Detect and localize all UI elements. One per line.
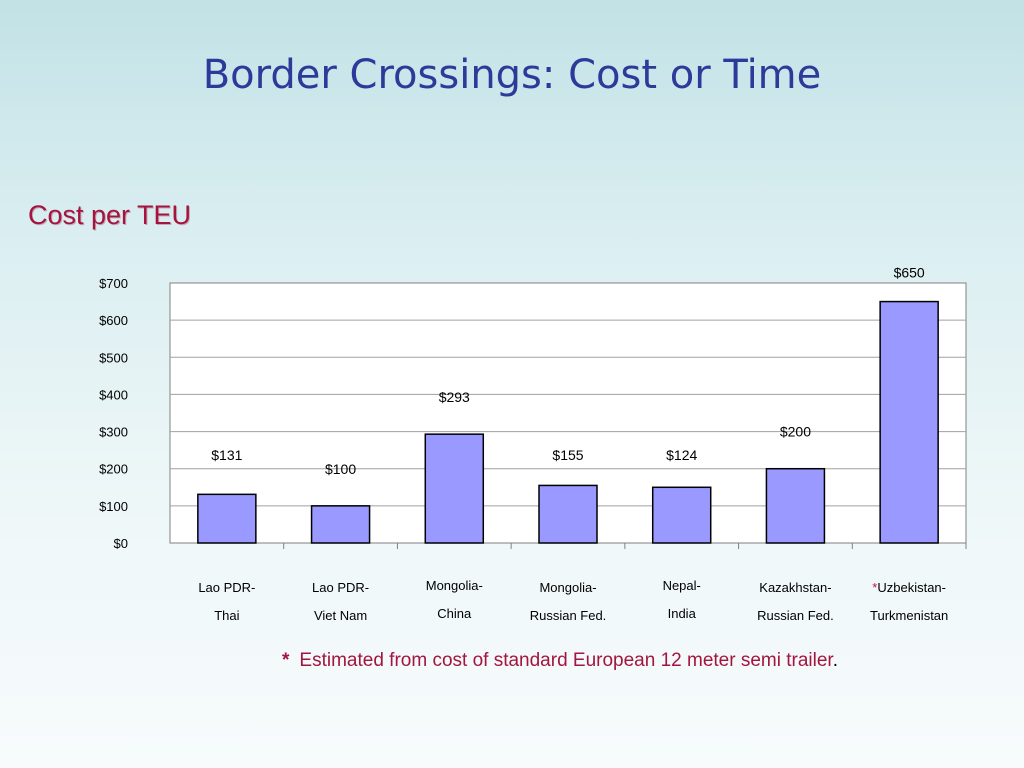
bar [424,433,485,544]
category-label: Mongolia- [426,578,483,593]
y-tick-label: $200 [99,462,128,477]
category-label-line-2: China [437,606,472,621]
data-label: $650 [894,265,925,281]
category-label-line-2: Russian Fed. [757,608,834,623]
category-line-1: Uzbekistan- [877,580,946,595]
category-line-1: Nepal- [663,578,701,593]
category-line-1: Mongolia- [426,578,483,593]
category-label-line-2: Viet Nam [314,608,367,623]
footnote-end: . [832,650,838,671]
category-label-line-2: Russian Fed. [530,608,607,623]
bar [310,505,371,544]
category-label: Lao PDR- [198,580,255,595]
y-tick-label: $700 [99,276,128,291]
category-label: *Uzbekistan- [872,580,946,595]
data-label: $131 [211,447,242,463]
data-label: $200 [780,424,811,440]
bar [879,300,939,544]
footnote-text: Estimated from cost of standard European… [299,650,833,671]
data-label: $124 [666,447,697,463]
chart-title: Cost per TEU [28,200,192,230]
bar [765,467,826,544]
category-marker: * [872,580,877,595]
data-label: $100 [325,461,356,477]
category-line-1: Lao PDR- [198,580,255,595]
slide-title: Border Crossings: Cost or Time [202,52,822,98]
y-tick-label: $0 [114,536,128,551]
y-tick-label: $500 [99,350,128,365]
category-label: Mongolia- [539,580,596,595]
category-label-line-2: Turkmenistan [870,608,948,623]
y-tick-label: $300 [99,425,128,440]
data-label: $293 [439,389,470,405]
category-line-1: Mongolia- [539,580,596,595]
category-label-line-2: Thai [214,608,239,623]
bar [538,484,598,544]
category-label: Lao PDR- [312,580,369,595]
category-label: Kazakhstan- [759,580,831,595]
bar [651,486,712,544]
category-label: Nepal- [663,578,701,593]
footnote: * Estimated from cost of standard Europea… [282,650,838,672]
y-tick-label: $400 [99,387,128,402]
category-line-1: Kazakhstan- [759,580,831,595]
category-label-line-2: India [668,606,697,621]
y-tick-label: $600 [99,313,128,328]
y-tick-label: $100 [99,499,128,514]
footnote-marker: * [282,650,290,671]
category-line-1: Lao PDR- [312,580,369,595]
bar-chart: $0 $100 $200 $300 $400 $500 $600 $700 $131 Lao PD… [99,265,967,623]
bar [197,493,257,544]
data-label: $155 [552,447,583,463]
